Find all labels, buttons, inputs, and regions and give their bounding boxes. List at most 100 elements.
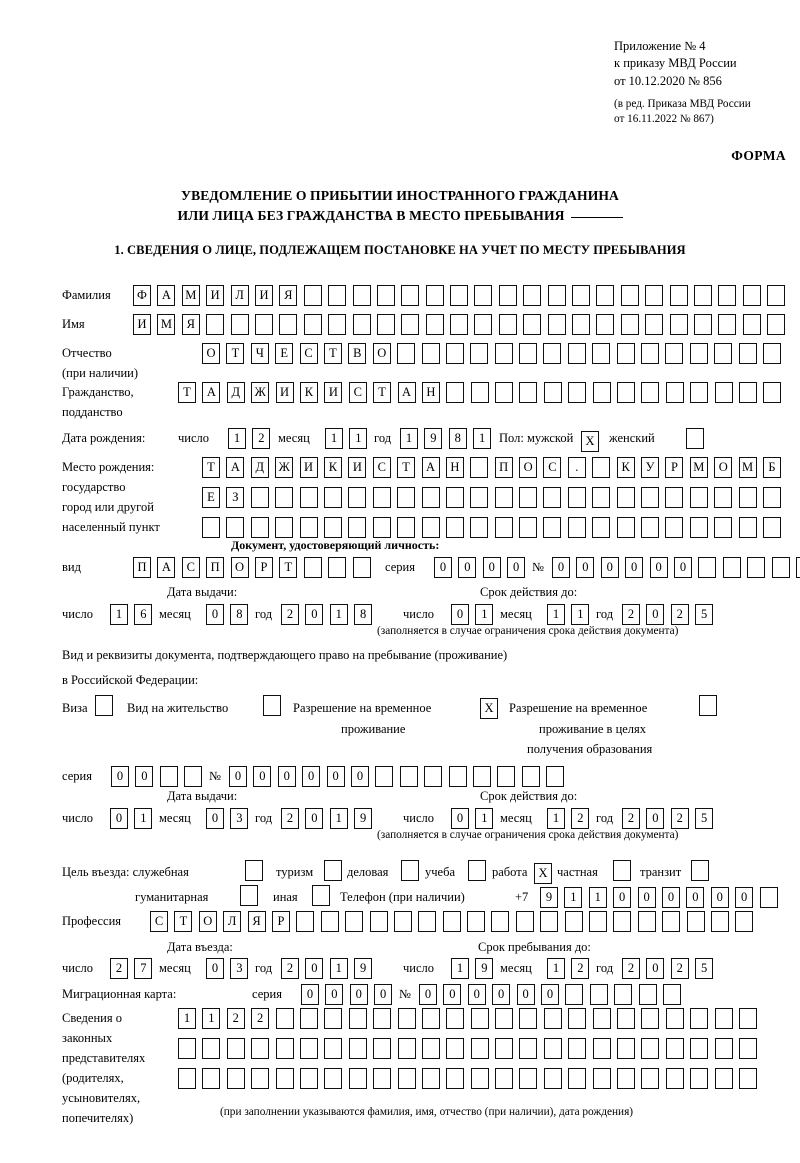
char-cell[interactable] [771,557,790,578]
char-cell[interactable] [519,343,538,364]
char-cell[interactable] [320,911,339,932]
char-cell[interactable] [498,285,517,306]
char-cell[interactable]: 2 [281,604,299,625]
char-cell[interactable]: Т [373,382,392,403]
char-cell[interactable]: С [299,343,318,364]
char-cell[interactable] [442,911,461,932]
char-cell[interactable]: А [202,382,221,403]
char-cell[interactable]: Я [247,911,266,932]
char-cell[interactable] [572,285,591,306]
char-cell[interactable]: 5 [695,958,714,979]
char-cell[interactable] [641,1038,660,1059]
char-cell[interactable] [470,517,489,538]
char-cell[interactable] [689,343,708,364]
char-cell[interactable] [446,382,465,403]
char-cell[interactable]: Е [275,343,294,364]
char-cell[interactable]: 1 [329,958,348,979]
char-cell[interactable] [662,984,681,1005]
char-cell[interactable] [226,517,245,538]
char-cell[interactable] [714,1038,733,1059]
char-cell[interactable] [645,285,664,306]
char-cell[interactable] [738,517,757,538]
char-cell[interactable] [421,1068,440,1089]
char-cell[interactable] [474,314,493,335]
purpose-service-checkbox[interactable] [245,860,263,881]
char-cell[interactable]: 2 [571,958,590,979]
char-cell[interactable] [747,557,766,578]
char-cell[interactable] [738,1038,757,1059]
char-cell[interactable]: 0 [206,958,224,979]
char-cell[interactable]: О [714,457,733,478]
char-cell[interactable] [397,1008,416,1029]
char-cell[interactable]: И [206,285,225,306]
char-cell[interactable]: И [299,457,318,478]
char-cell[interactable]: 0 [349,984,368,1005]
char-cell[interactable] [345,911,364,932]
char-cell[interactable]: И [133,314,151,335]
purpose-humanitarian-checkbox[interactable] [240,885,258,906]
char-cell[interactable] [206,314,225,335]
char-cell[interactable] [638,984,657,1005]
char-cell[interactable]: 8 [354,604,373,625]
char-cell[interactable] [645,314,664,335]
char-cell[interactable]: 1 [473,428,492,449]
char-cell[interactable] [596,285,615,306]
char-cell[interactable] [767,314,786,335]
char-cell[interactable]: 2 [110,958,128,979]
char-cell[interactable] [446,1008,465,1029]
char-cell[interactable] [662,911,681,932]
char-cell[interactable] [568,382,587,403]
char-cell[interactable] [323,517,342,538]
char-cell[interactable] [690,1038,709,1059]
temporary-permit-mark[interactable]: X [480,698,498,719]
char-cell[interactable]: 8 [230,604,249,625]
char-cell[interactable] [178,1038,196,1059]
purpose-private-mark[interactable] [613,860,631,881]
char-cell[interactable]: 2 [670,808,689,829]
char-cell[interactable] [279,314,298,335]
char-cell[interactable]: 1 [178,1008,196,1029]
char-cell[interactable] [275,1068,294,1089]
char-cell[interactable]: 0 [661,887,680,908]
char-cell[interactable]: 0 [374,984,393,1005]
purpose-transit-checkbox[interactable] [691,860,709,881]
char-cell[interactable] [369,911,388,932]
char-cell[interactable] [251,1068,270,1089]
char-cell[interactable] [424,766,443,787]
char-cell[interactable] [299,1008,318,1029]
char-cell[interactable] [491,911,510,932]
char-cell[interactable]: 1 [349,428,368,449]
char-cell[interactable] [714,1068,733,1089]
char-cell[interactable] [397,343,416,364]
sex-male-checkbox[interactable]: X [581,428,599,452]
birth-place-row-3-cells[interactable] [202,517,781,538]
char-cell[interactable]: 2 [622,808,640,829]
char-cell[interactable] [202,1038,221,1059]
char-cell[interactable] [543,382,562,403]
char-cell[interactable]: 0 [111,766,129,787]
char-cell[interactable]: М [157,314,176,335]
char-cell[interactable]: О [372,343,391,364]
char-cell[interactable] [665,382,684,403]
char-cell[interactable] [665,343,684,364]
char-cell[interactable] [763,382,782,403]
char-cell[interactable] [323,487,342,508]
char-cell[interactable] [693,314,712,335]
char-cell[interactable] [564,911,583,932]
char-cell[interactable]: Т [226,343,245,364]
char-cell[interactable] [352,285,371,306]
char-cell[interactable]: 2 [670,604,689,625]
char-cell[interactable]: 9 [354,958,373,979]
char-cell[interactable]: 0 [492,984,511,1005]
char-cell[interactable]: 1 [451,958,469,979]
char-cell[interactable] [523,285,542,306]
char-cell[interactable] [299,517,318,538]
char-cell[interactable]: 0 [540,984,559,1005]
